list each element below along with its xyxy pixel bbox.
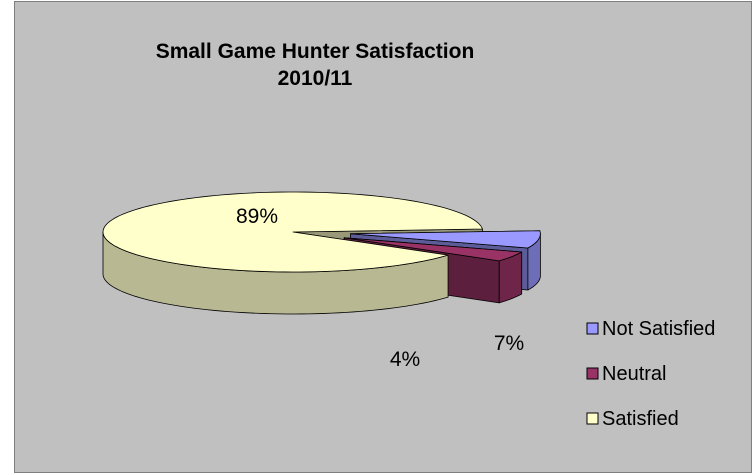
legend-label-satisfied: Satisfied bbox=[602, 408, 679, 430]
legend: Not Satisfied Neutral Satisfied bbox=[586, 318, 715, 430]
chart-title-group: Small Game Hunter Satisfaction 2010/11 bbox=[156, 40, 475, 90]
legend-item-satisfied: Satisfied bbox=[586, 408, 679, 430]
legend-item-not-satisfied: Not Satisfied bbox=[586, 318, 715, 340]
legend-label-neutral: Neutral bbox=[602, 363, 666, 385]
legend-swatch-satisfied bbox=[586, 412, 599, 425]
data-label-not-satisfied: 7% bbox=[494, 332, 524, 355]
chart-area: Small Game Hunter Satisfaction 2010/11 7… bbox=[14, 1, 752, 473]
data-label-neutral: 4% bbox=[390, 348, 420, 371]
pie-slice-satisfied bbox=[102, 191, 483, 273]
legend-swatch-neutral bbox=[586, 367, 599, 380]
legend-label-not-satisfied: Not Satisfied bbox=[602, 318, 715, 340]
pie-chart: Small Game Hunter Satisfaction 2010/11 7… bbox=[102, 40, 715, 430]
chart-subtitle: 2010/11 bbox=[278, 67, 353, 90]
pie-plot bbox=[102, 191, 541, 315]
chart-title: Small Game Hunter Satisfaction bbox=[156, 40, 475, 63]
legend-item-neutral: Neutral bbox=[586, 363, 666, 385]
pie-slice-not-satisfied bbox=[349, 230, 541, 249]
pie-slice-neutral bbox=[343, 237, 523, 262]
legend-swatch-not-satisfied bbox=[586, 322, 599, 335]
data-labels: 7% 4% 89% bbox=[236, 205, 524, 371]
data-label-satisfied: 89% bbox=[236, 205, 278, 228]
